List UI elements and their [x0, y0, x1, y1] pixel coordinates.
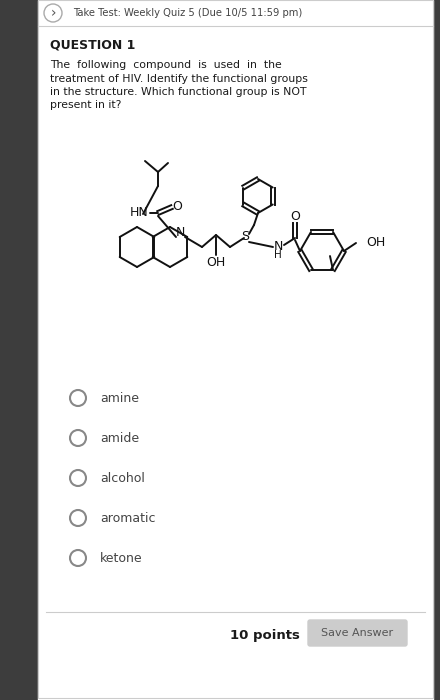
- Text: Take Test: Weekly Quiz 5 (Due 10/5 11:59 pm): Take Test: Weekly Quiz 5 (Due 10/5 11:59…: [73, 8, 302, 18]
- Text: H: H: [274, 250, 282, 260]
- Text: OH: OH: [366, 237, 385, 249]
- Circle shape: [70, 470, 86, 486]
- Circle shape: [44, 4, 62, 22]
- Text: HN: HN: [130, 206, 149, 220]
- Text: The  following  compound  is  used  in  the: The following compound is used in the: [50, 60, 282, 70]
- Text: treatment of HIV. Identify the functional groups: treatment of HIV. Identify the functiona…: [50, 74, 308, 83]
- Circle shape: [70, 390, 86, 406]
- Text: amine: amine: [100, 391, 139, 405]
- Circle shape: [70, 430, 86, 446]
- Text: in the structure. Which functional group is NOT: in the structure. Which functional group…: [50, 87, 307, 97]
- Text: 10 points: 10 points: [230, 629, 300, 641]
- Bar: [38, 0, 433, 698]
- Text: S: S: [241, 230, 249, 244]
- Text: N: N: [175, 225, 185, 239]
- Bar: [38, 0, 433, 700]
- Text: Save Answer: Save Answer: [322, 628, 393, 638]
- FancyBboxPatch shape: [308, 620, 407, 646]
- Text: QUESTION 1: QUESTION 1: [50, 38, 136, 51]
- Circle shape: [70, 510, 86, 526]
- Text: OH: OH: [206, 256, 226, 269]
- Text: ›: ›: [50, 6, 56, 20]
- Text: N: N: [273, 239, 282, 253]
- Circle shape: [70, 550, 86, 566]
- Text: ketone: ketone: [100, 552, 143, 564]
- Text: alcohol: alcohol: [100, 472, 145, 484]
- Text: present in it?: present in it?: [50, 101, 121, 111]
- Text: O: O: [172, 199, 182, 213]
- Text: amide: amide: [100, 431, 139, 444]
- Text: O: O: [290, 211, 300, 223]
- Text: aromatic: aromatic: [100, 512, 155, 524]
